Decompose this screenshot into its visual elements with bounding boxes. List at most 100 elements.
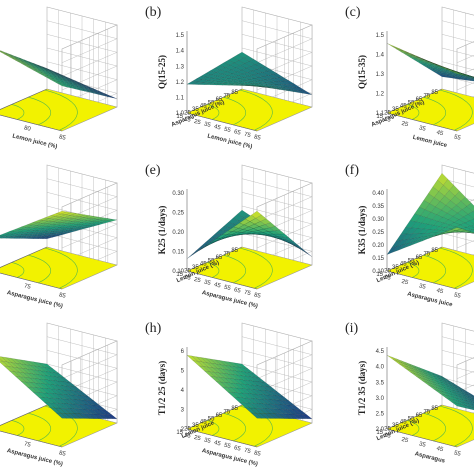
surface-cell [78,83,90,88]
surface-cell [386,245,398,255]
x-tick-label: 45 [436,130,445,138]
surface-cell [37,64,49,70]
surface-cell [19,359,31,366]
axis-edge [186,246,243,272]
x-tick-label: 25 [401,121,410,129]
y-tick-label: 35 [392,423,399,429]
surface-cell [420,61,431,66]
surface-cell [0,51,9,56]
x-tick-label: 85 [253,292,262,300]
surface-cell [411,56,422,61]
surface-cell [76,390,89,397]
surface-cell [33,228,45,231]
x-tick-label: 65 [233,287,242,295]
floor-contour-line [206,262,220,278]
surface-cell [191,355,203,362]
x-tick-label: 85 [253,450,262,458]
axis-edge [186,404,243,430]
surface-cell [216,83,227,86]
z-tick-label: 5 [181,369,185,375]
surface-cell [214,359,226,366]
axis-edge [386,88,443,114]
x-tick-label: 25 [193,435,202,443]
floor-contour-line [28,96,52,126]
axis-edge [0,114,63,132]
surface-cell [73,216,84,220]
x-axis-label: Asparagus [414,451,446,464]
y-tick-label: 55 [208,100,215,106]
surface-cell [236,392,248,399]
z-tick-label: 2.0 [376,427,385,433]
surface-cell [0,356,13,363]
surface-cell [259,85,270,88]
surface-cell [205,237,217,243]
surface-cell [252,403,265,409]
floor-contour-line [406,104,420,120]
z-tick-label: 0.25 [372,230,384,236]
surface-cell [386,43,398,49]
surface-cell [0,50,3,53]
surface-cell [468,218,474,225]
surface-cell [18,229,30,233]
x-tick-label: 35 [418,125,427,133]
axis-edge [386,112,458,132]
surface-cell [245,85,256,87]
surface-cell [221,83,233,86]
surface-cell [410,239,421,246]
z-tick-label: 0.25 [172,211,184,217]
x-tick-label: 15 [183,116,192,124]
x-tick-label: 15 [383,432,392,440]
y-tick-label: 85 [431,406,438,412]
surface-cell [237,209,249,218]
surface-cell [3,53,15,59]
y-tick-label: 15 [376,114,383,120]
panel-label: (c) [345,5,361,20]
surface-cell [24,59,35,65]
y-tick-label: 85 [231,248,238,254]
x-tick-label: 45 [436,288,445,296]
surface-cell [264,86,276,89]
y-tick-label: 55 [408,416,415,422]
axis-edge [0,404,48,426]
x-tick-label: 25 [401,437,410,445]
surface-cell [426,63,437,68]
z-axis-label: T1/2 35 (days) [357,361,367,416]
y-tick-label: 75 [423,251,430,257]
surface-cell [33,63,44,68]
surface-cell [472,404,474,406]
axis-edge [186,270,258,290]
surface-cell [273,229,285,235]
surface-cell [77,217,89,221]
surface-cell [413,370,425,377]
y-tick-label: 35 [192,423,199,429]
surface-cell [410,371,421,378]
z-tick-label: 3.0 [376,396,385,402]
x-tick-label: 75 [243,132,252,140]
x-tick-label: 15 [183,432,192,440]
z-tick-label: 3.5 [376,380,385,386]
surface-cell [398,242,410,251]
x-tick-label: 15 [383,116,392,124]
surface-cell [272,73,284,78]
surface-cell [262,75,275,80]
surface-cell [83,215,95,219]
y-tick-label: 15 [376,272,383,278]
panel-label: (f) [345,163,359,178]
y-tick-label: 65 [416,97,423,103]
z-tick-label: 0.10 [172,269,184,275]
surface-cell [412,368,423,375]
surface-cell [254,407,266,414]
z-tick-label: 1.0 [176,111,185,117]
surface-cell [192,81,204,85]
y-tick-label: 65 [416,413,423,419]
axis-edge [186,88,243,114]
surface-cell [200,357,212,364]
surface-cell [0,235,8,239]
y-tick-label: 85 [431,90,438,96]
surface-cell [210,72,222,77]
y-tick-label: 55 [408,258,415,264]
surface-cell [89,404,102,410]
